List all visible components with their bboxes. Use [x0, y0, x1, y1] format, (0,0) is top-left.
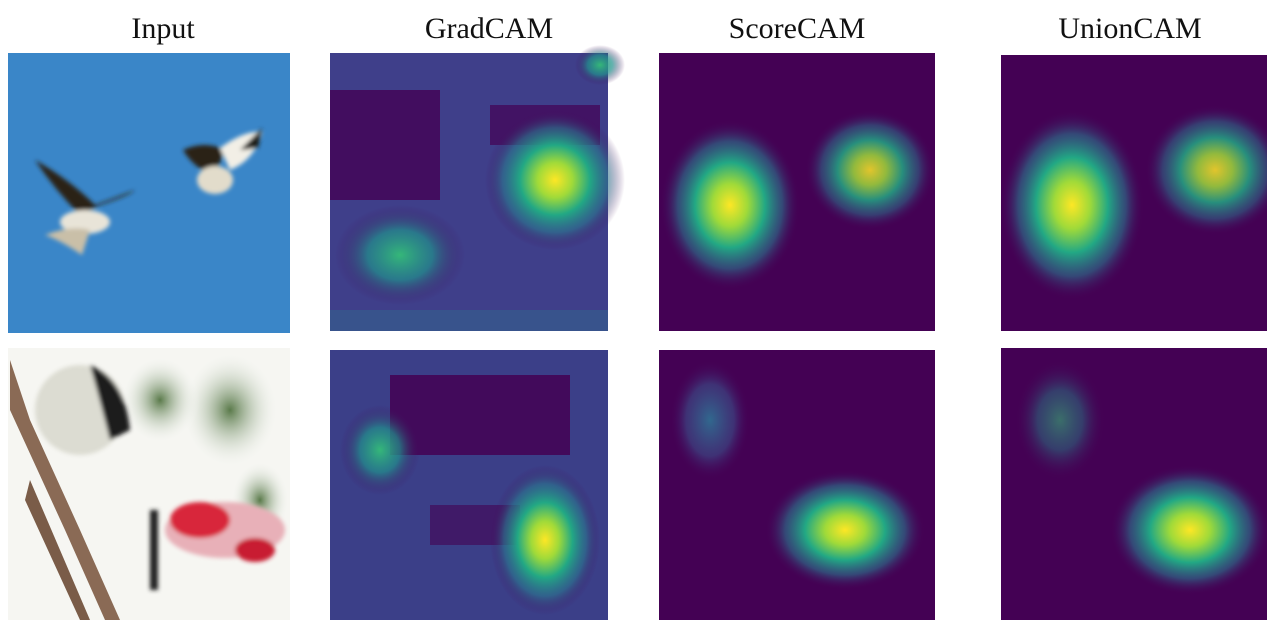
input-image	[8, 53, 290, 333]
figure: Input GradCAM ScoreCAM UnionCAM	[0, 0, 1267, 620]
column-title: ScoreCAM	[729, 12, 866, 45]
unioncam-heatmap	[1001, 348, 1267, 620]
gradcam-heatmap	[330, 350, 608, 620]
unioncam-heatmap	[1000, 55, 1267, 331]
scorecam-heatmap	[659, 53, 935, 331]
column-title: GradCAM	[425, 12, 553, 45]
column-title: UnionCAM	[1058, 12, 1201, 45]
gradcam-heatmap	[330, 45, 625, 331]
column-title: Input	[131, 12, 195, 45]
input-image	[8, 348, 290, 620]
scorecam-heatmap	[659, 350, 935, 620]
column-titles: Input GradCAM ScoreCAM UnionCAM	[131, 12, 1201, 45]
